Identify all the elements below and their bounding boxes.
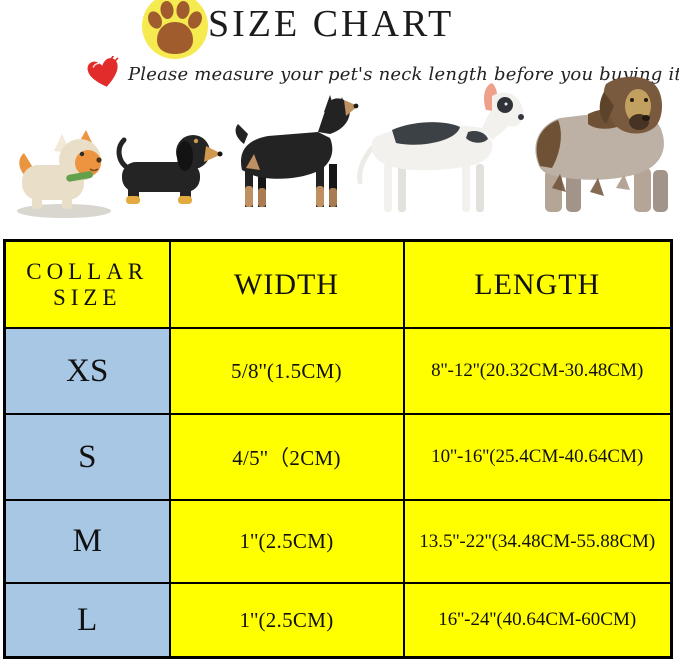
- column-header-length: LENGTH: [402, 239, 673, 329]
- length-value: 16''-24''(40.64CM-60CM): [402, 582, 673, 659]
- table-row-xs: XS 5/8''(1.5CM) 8''-12''(20.32CM-30.48CM…: [3, 327, 673, 415]
- column-header-width: WIDTH: [168, 239, 405, 329]
- size-label: L: [3, 582, 171, 659]
- dog-doberman-illustration: [235, 95, 359, 207]
- size-label: S: [3, 413, 171, 501]
- dog-size-illustration: [17, 76, 668, 218]
- dog-bull-terrier-illustration: [357, 83, 524, 212]
- measure-note-text: Please measure your pet's neck length be…: [128, 63, 679, 85]
- width-value: 1''(2.5CM): [168, 582, 405, 659]
- table-row-s: S 4/5''（2CM) 10''-16''(25.4CM-40.64CM): [3, 413, 673, 501]
- dog-dachshund-illustration: [116, 135, 223, 204]
- size-label: XS: [3, 327, 171, 415]
- page-title: SIZE CHART: [208, 3, 455, 45]
- width-value: 5/8''(1.5CM): [168, 327, 405, 415]
- length-value: 8''-12''(20.32CM-30.48CM): [402, 327, 673, 415]
- heart-icon: [87, 56, 119, 87]
- table-header-row: COLLAR SIZE WIDTH LENGTH: [3, 239, 673, 329]
- table-row-m: M 1''(2.5CM) 13.5''-22''(34.48CM-55.88CM…: [3, 499, 673, 584]
- width-value: 4/5''（2CM): [168, 413, 405, 501]
- width-value: 1''(2.5CM): [168, 499, 405, 584]
- size-label: M: [3, 499, 171, 584]
- column-header-collar-size: COLLAR SIZE: [3, 239, 171, 329]
- measure-note: Please measure your pet's neck length be…: [86, 55, 679, 93]
- dog-wirehaired-griffon-illustration: [535, 76, 668, 212]
- size-table: COLLAR SIZE WIDTH LENGTH XS 5/8''(1.5CM)…: [3, 239, 673, 659]
- table-row-l: L 1''(2.5CM) 16''-24''(40.64CM-60CM): [3, 582, 673, 659]
- dog-small-puppy-illustration: [17, 130, 111, 218]
- paw-icon: [142, 0, 208, 59]
- length-value: 13.5''-22''(34.48CM-55.88CM): [402, 499, 673, 584]
- length-value: 10''-16''(25.4CM-40.64CM): [402, 413, 673, 501]
